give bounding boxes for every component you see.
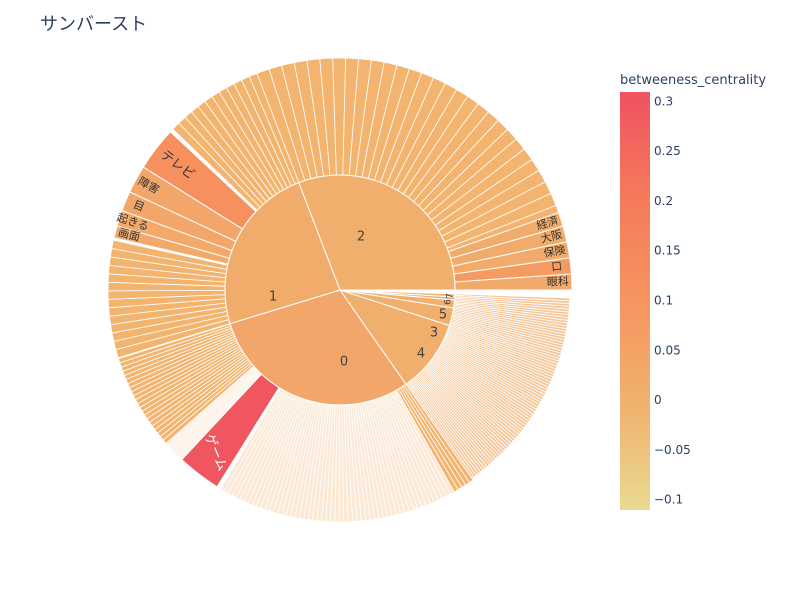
inner-sector [338, 289, 451, 385]
colorbar-tick: 0.25 [654, 144, 681, 158]
colorbar-tick: 0 [654, 393, 662, 407]
outer-label: 眼科 [547, 274, 569, 289]
inner-sector [224, 181, 341, 325]
inner-sector [339, 289, 456, 298]
chart-title: サンバースト [40, 14, 148, 35]
colorbar-tick: 0.2 [654, 194, 673, 208]
inner-label: 4 [417, 347, 425, 362]
colorbar: betweeness_centrality 0.3 0.25 0.2 0.15 0.1 0.… [620, 73, 766, 510]
inner-label: 6 [444, 299, 454, 305]
inner-label: 5 [439, 308, 447, 323]
colorbar-tick: 0.05 [654, 343, 681, 357]
outer-label: 口 [551, 260, 563, 274]
colorbar-tick: 0.15 [654, 244, 681, 258]
colorbar-tick: −0.05 [654, 443, 691, 457]
colorbar-tick: −0.1 [654, 493, 683, 507]
colorbar-gradient [620, 92, 650, 510]
inner-label: 1 [269, 290, 277, 305]
colorbar-tick: 0.3 [654, 94, 673, 108]
colorbar-title: betweeness_centrality [620, 73, 766, 88]
inner-sector [229, 289, 407, 406]
inner-sector [298, 174, 456, 291]
outer-label: 大阪 [539, 227, 564, 246]
inner-label: 3 [430, 326, 438, 341]
outer-label: 経済 [535, 213, 560, 233]
colorbar-tick: 0.1 [654, 294, 673, 308]
inner-label: 0 [340, 355, 348, 370]
inner-label: 2 [357, 230, 365, 245]
outer-label: 画面 [117, 226, 142, 244]
outer-label: 保険 [542, 242, 566, 260]
inner-label: 7 [446, 293, 456, 299]
outer-label: 目 [131, 198, 146, 214]
